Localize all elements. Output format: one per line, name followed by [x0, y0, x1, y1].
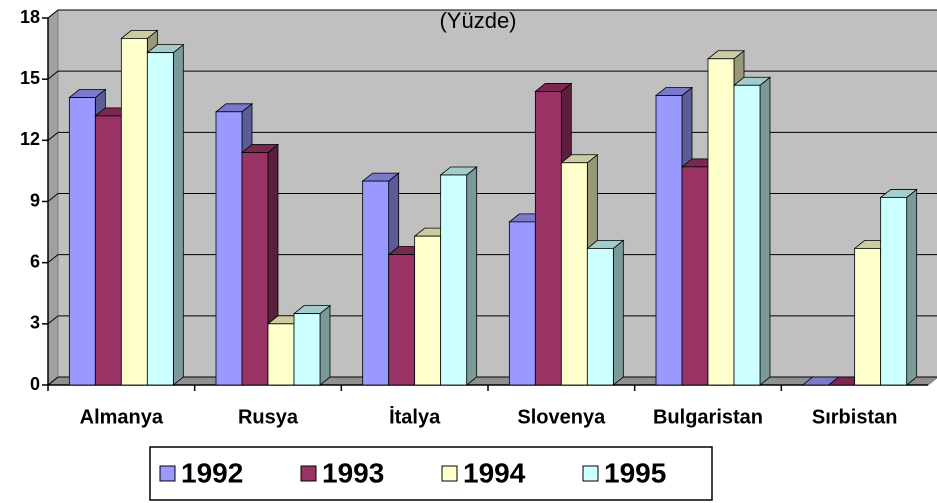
bar-front: [586, 247, 614, 386]
legend-swatch: [582, 465, 599, 482]
bar-front: [241, 152, 269, 386]
legend-box: [149, 446, 713, 501]
bar-top-shade: [587, 240, 624, 249]
bar-side-shade: [173, 44, 184, 386]
bar-top-shade: [535, 83, 572, 92]
bar-top-shade: [294, 305, 330, 314]
bar: [732, 76, 772, 386]
y-tick-label: 0: [30, 374, 40, 394]
y-tick-label: 18: [20, 7, 40, 27]
bar-top-shade: [734, 77, 770, 86]
bar-front: [655, 95, 683, 386]
bar-top-shade: [147, 44, 184, 53]
x-tick-label: İtalya: [389, 405, 441, 428]
bar-side-shade: [760, 77, 770, 386]
bar: [146, 43, 185, 386]
x-tick-label: Almanya: [80, 406, 164, 428]
y-tick-label: 12: [20, 129, 40, 149]
grid-line: [47, 193, 59, 202]
legend-label: 1993: [322, 457, 384, 488]
bar-front: [733, 84, 761, 386]
bar-front: [414, 235, 442, 386]
bar: [801, 376, 840, 386]
bar: [879, 188, 918, 386]
bar-side-shade: [613, 240, 624, 385]
bar-front: [880, 197, 908, 386]
bar-top-shade: [880, 189, 917, 198]
legend-swatch: [441, 465, 458, 482]
bar-front: [707, 58, 735, 386]
bar-top-shade: [561, 154, 598, 163]
bar-top-shade: [802, 377, 839, 385]
bar-front: [854, 247, 882, 386]
bar-front: [120, 37, 148, 386]
bar-side-shade: [466, 166, 477, 385]
bar-top-shade: [656, 87, 692, 96]
bar-front: [388, 254, 416, 386]
bar-top-shade: [708, 50, 744, 59]
bar-top-shade: [121, 30, 158, 39]
x-tick-label: Rusya: [238, 406, 299, 428]
x-tick-label: Sırbistan: [812, 406, 898, 428]
x-tick-label: Slovenya: [517, 406, 606, 428]
bar-front: [215, 111, 243, 386]
y-tick-label: 6: [30, 251, 40, 271]
legend-label: 1994: [463, 457, 526, 488]
grid-line: [47, 315, 59, 325]
bar-side-shade: [320, 305, 330, 385]
bar-front: [68, 97, 96, 386]
bar-side-shade: [906, 189, 917, 385]
bar-top-shade: [216, 103, 252, 112]
chart-title: (Yüzde): [439, 8, 516, 33]
x-tick-label: Bulgaristan: [653, 406, 763, 428]
bar-front: [534, 91, 562, 386]
legend-label: 1995: [604, 457, 666, 488]
grid-line: [47, 9, 59, 19]
bar-front: [267, 323, 295, 386]
legend-swatch: [300, 465, 317, 482]
y-tick-label: 15: [20, 68, 40, 88]
bar-front: [362, 180, 390, 386]
bar-front: [440, 174, 468, 386]
bar-front: [681, 166, 709, 386]
bar: [439, 166, 478, 386]
grid-line: [47, 376, 59, 386]
bar-front: [560, 162, 588, 386]
bar-front: [94, 115, 122, 386]
bar-front: [146, 52, 174, 386]
grid-line: [47, 254, 59, 264]
y-tick-label: 3: [30, 313, 40, 333]
grid-line: [47, 70, 59, 80]
bar: [292, 304, 332, 386]
bar-top-shade: [440, 166, 477, 175]
legend-label: 1992: [181, 457, 243, 488]
bar-front: [293, 313, 321, 386]
grid-line: [47, 131, 59, 141]
bar-front: [508, 221, 536, 386]
bar: [586, 239, 625, 386]
legend-swatch: [159, 465, 176, 482]
bar-top-shade: [242, 144, 278, 153]
bar-top-shade: [362, 173, 399, 182]
bar-top-shade: [69, 89, 106, 98]
y-tick-label: 9: [30, 190, 40, 210]
